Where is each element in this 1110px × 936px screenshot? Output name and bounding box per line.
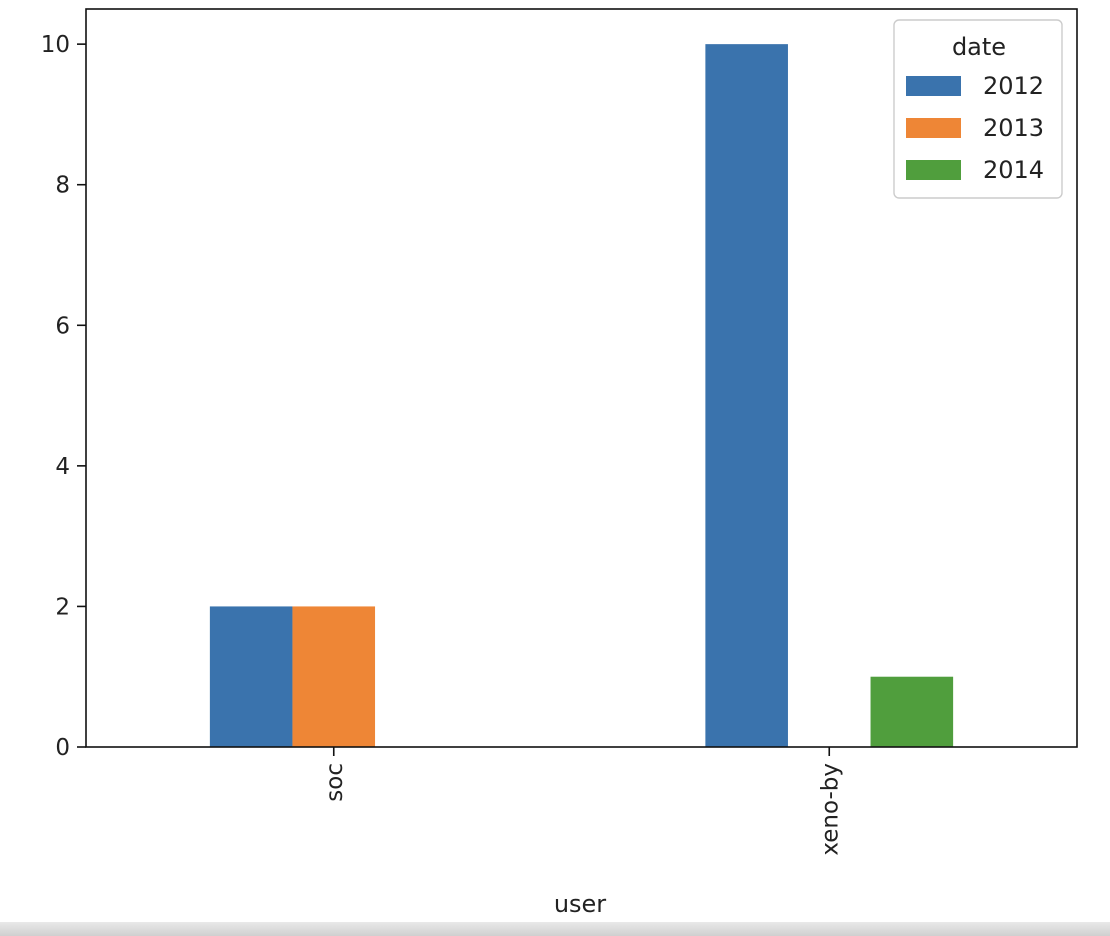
legend-swatch-2014 <box>906 160 961 180</box>
bar-soc-2012 <box>209 606 293 747</box>
legend-swatch-2012 <box>906 76 961 96</box>
x-tick-label: soc <box>322 763 348 802</box>
x-tick-label: xeno-by <box>817 763 843 856</box>
legend-items: 2012 2013 2014 <box>906 72 1044 184</box>
bar-soc-2013 <box>292 606 376 747</box>
y-tick-label: 8 <box>55 173 70 199</box>
legend-label: 2014 <box>983 156 1044 184</box>
bar-xeno-by-2014 <box>870 676 954 747</box>
legend-swatch-2013 <box>906 118 961 138</box>
legend-label: 2013 <box>983 114 1044 142</box>
legend-box <box>893 19 1063 199</box>
y-axis: 0 2 4 6 8 10 <box>41 32 86 761</box>
y-tick-label: 10 <box>41 32 70 58</box>
y-tick-label: 6 <box>55 313 70 339</box>
window-bottom-edge <box>0 922 1110 936</box>
legend: date 2012 2013 2014 <box>893 19 1063 199</box>
bars-layer <box>209 44 954 747</box>
x-axis: soc xeno-by <box>322 747 843 856</box>
plot-frame <box>85 8 1078 748</box>
bar-xeno-by-2012 <box>705 44 788 747</box>
y-tick-label: 4 <box>55 454 70 480</box>
x-axis-label: user <box>554 890 606 918</box>
legend-title: date <box>952 33 1006 61</box>
y-tick-label: 2 <box>55 594 70 620</box>
y-tick-label: 0 <box>55 735 70 761</box>
legend-label: 2012 <box>983 72 1044 100</box>
